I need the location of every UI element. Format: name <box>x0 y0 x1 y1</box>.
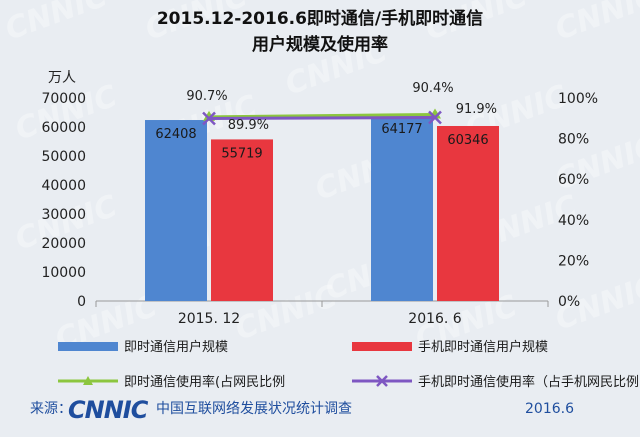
legend-label: 手机即时通信使用率（占手机网民比例 <box>418 374 639 390</box>
line-value-label: 89.9% <box>228 118 269 133</box>
y2-tick-label: 80% <box>558 132 589 148</box>
y-tick-label: 20000 <box>41 236 86 252</box>
watermark-text: CNNIC <box>11 79 122 148</box>
chart-title-line1: 2015.12-2016.6即时通信/手机即时通信 <box>157 8 483 29</box>
legend-swatch <box>58 342 118 351</box>
y-axis-unit: 万人 <box>48 70 76 86</box>
bar-value-label: 55719 <box>221 146 262 161</box>
y-tick-label: 60000 <box>41 120 86 136</box>
bar-value-label: 60346 <box>447 133 488 148</box>
legend-label: 即时通信使用率(占网民比例 <box>124 374 285 390</box>
lines: 90.7% 91.9% 89.9% 90.4% <box>186 81 497 133</box>
legend-swatch <box>352 342 412 351</box>
y2-tick-label: 60% <box>558 172 589 188</box>
y2-tick-label: 100% <box>558 91 598 107</box>
y2-tick-label: 0% <box>558 294 580 310</box>
bar <box>437 125 499 301</box>
source-label: 来源： <box>30 401 72 417</box>
y2-tick-label: 40% <box>558 213 589 229</box>
line-value-label: 90.7% <box>186 89 227 104</box>
line-value-label: 90.4% <box>412 81 453 96</box>
org-name: 中国互联网络发展状况统计调查 <box>156 401 352 417</box>
y-axis: 0 10000 20000 30000 40000 50000 60000 70000 <box>41 91 86 310</box>
bar <box>371 114 433 301</box>
y-tick-label: 50000 <box>41 149 86 165</box>
y2-tick-label: 20% <box>558 253 589 269</box>
x-axis: 2015. 12 2016. 6 <box>95 301 549 327</box>
y-tick-label: 30000 <box>41 207 86 223</box>
footer-date: 2016.6 <box>525 401 574 417</box>
x-tick-label: 2016. 6 <box>408 311 462 327</box>
bar-value-label: 64177 <box>381 122 422 137</box>
x-tick-label: 2015. 12 <box>178 311 240 327</box>
line-point-marker <box>428 110 442 125</box>
line-value-label: 91.9% <box>456 102 497 117</box>
y-tick-label: 70000 <box>41 91 86 107</box>
watermark-text: CNNIC <box>551 0 640 48</box>
bar <box>211 139 273 301</box>
bars: 62408 64177 55719 60346 <box>145 114 499 301</box>
footer: 来源： CNNIC 中国互联网络发展状况统计调查 2016.6 <box>30 396 574 424</box>
y-tick-label: 0 <box>77 294 86 310</box>
watermark-text: CNNIC <box>1 0 112 48</box>
chart-title-line2: 用户规模及使用率 <box>252 34 388 55</box>
series-line <box>208 112 436 119</box>
legend-marker <box>376 375 388 387</box>
y-tick-label: 40000 <box>41 178 86 194</box>
legend-label: 手机即时通信用户规模 <box>418 339 548 355</box>
legend-label: 即时通信用户规模 <box>124 339 228 355</box>
bar-value-label: 62408 <box>155 127 196 142</box>
line-point-marker <box>202 111 216 126</box>
series-line <box>208 115 436 121</box>
y-tick-label: 10000 <box>41 265 86 281</box>
y2-axis: 0% 20% 40% 60% 80% 100% <box>558 91 598 310</box>
bar <box>145 120 207 301</box>
legend-marker <box>83 376 93 385</box>
cnnic-logo: CNNIC <box>68 396 149 424</box>
